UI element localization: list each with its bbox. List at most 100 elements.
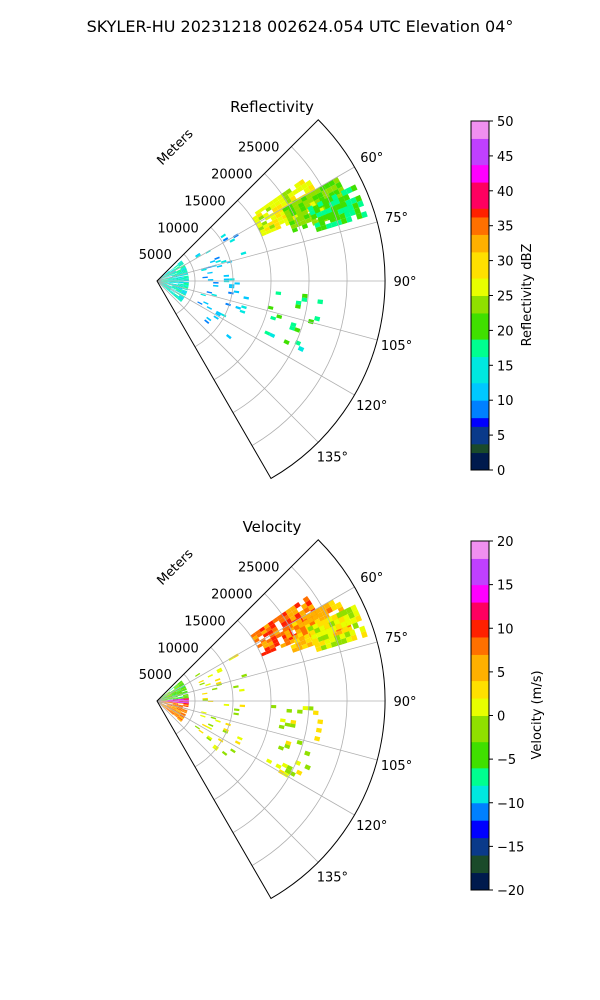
range-ring [213,200,272,381]
echo-cell [198,729,204,734]
echo-cell [183,699,189,701]
echo-cell [178,283,184,285]
echo-cell [295,769,303,776]
echo-cell [181,689,187,692]
echo-cell [172,703,179,705]
echo-cell [289,325,296,331]
echo-cell [181,291,187,295]
echo-cell [315,646,322,653]
echo-cell [171,286,177,290]
echo-cell [330,221,338,228]
echo-cell [229,278,235,281]
echo-cell [183,284,189,287]
echo-cell [267,620,275,627]
echo-cell [178,681,183,686]
colorbar-segment [471,767,489,778]
colorbar-segment [471,750,489,760]
echo-cell [178,698,184,700]
echo-cell [331,613,339,621]
echo-cell [178,716,184,720]
echo-cell [174,712,180,716]
echo-cell [206,316,212,322]
colorbar-segment [471,636,489,647]
echo-cell [302,199,310,206]
echo-cell [176,689,182,693]
echo-cell [171,706,177,710]
colorbar-segment [471,759,489,769]
echo-cell [222,729,229,734]
echo-cell [293,182,301,189]
echo-cell [169,710,175,715]
echo-cell [176,689,182,693]
echo-cell [276,614,284,621]
echo-cell [233,685,239,689]
echo-cell [228,291,234,295]
echo-cell [309,629,316,636]
echo-cell [174,293,179,297]
colorbar-tick-label: 5 [497,666,505,681]
echo-cell [181,290,187,294]
velocity-panel: Velocity Meters 5000 10000 15000 20000 25000… [139,518,545,900]
echo-cell [233,290,240,294]
echo-cell [177,275,184,277]
echo-cell [172,277,179,280]
echo-cell [325,642,333,650]
echo-cell [167,699,173,701]
colorbar-segment [471,671,489,682]
echo-cell [171,693,177,696]
echo-cell [183,285,189,288]
echo-cell [181,687,187,691]
colorbar-segment [471,347,489,358]
echo-cell [166,284,172,288]
echo-cell [174,713,179,717]
echo-cell [176,709,182,713]
echo-cell [173,294,178,298]
echo-cell [178,699,184,701]
echo-cell [350,184,358,192]
echo-cell [235,305,242,310]
echo-cell [293,624,300,631]
echo-cell [266,637,273,644]
echo-cell [318,625,326,632]
echo-cell [350,634,358,642]
echo-cell [320,644,328,651]
echo-cell [172,280,179,281]
echo-cell [161,282,167,285]
echo-cell [180,686,186,690]
echo-cell [170,709,175,714]
echo-cell [306,641,314,648]
echo-cell [298,609,306,617]
echo-cell [340,637,348,645]
echo-cell [300,219,307,226]
echo-cell [307,603,315,611]
echo-cell [256,632,263,638]
range-ring [194,646,234,768]
colorbar-segment [471,408,489,419]
echo-cell [182,708,188,712]
echo-cell [161,276,167,279]
colorbar-segment [471,802,489,812]
echo-cell [239,704,246,708]
echo-cell [273,641,281,648]
echo-cell [311,614,319,621]
colorbar-tick-label: 20 [497,535,514,550]
azimuth-tick-label: 105° [381,759,412,774]
echo-cell [176,288,182,291]
echo-cell [295,304,301,309]
echo-cell [171,706,177,709]
echo-cell [177,276,184,278]
echo-cell [171,691,177,695]
echo-cell [175,687,181,692]
velocity-radial-axis-label: Meters [155,546,197,588]
echo-cell [206,306,213,310]
echo-cell [161,694,166,698]
echo-cell [343,614,351,622]
echo-cell [225,722,231,727]
echo-cell [228,286,235,289]
echo-cell [169,291,174,295]
echo-cell [161,283,167,286]
echo-cell [171,691,177,694]
echo-cell [302,595,310,603]
echo-cell [288,220,296,226]
echo-cell [162,281,168,283]
